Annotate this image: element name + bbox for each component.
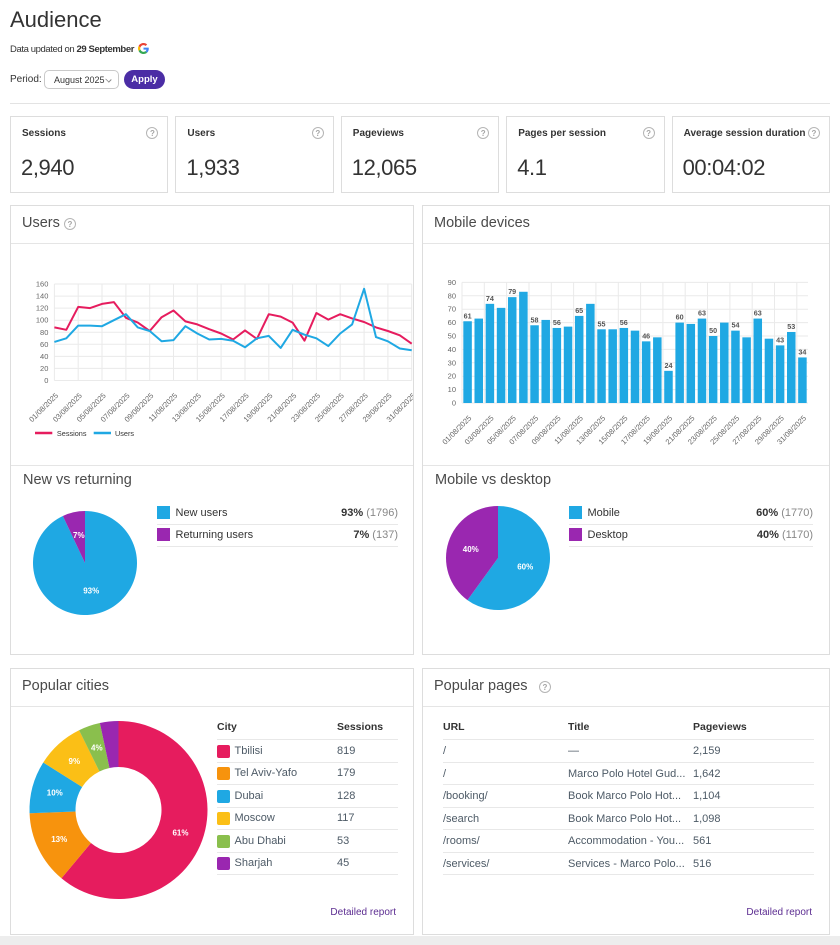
svg-text:100: 100 <box>36 316 49 325</box>
svg-text:0: 0 <box>452 399 456 408</box>
svg-text:46: 46 <box>642 331 650 340</box>
svg-text:80: 80 <box>448 291 456 300</box>
svg-text:58: 58 <box>531 315 539 324</box>
svg-text:Sessions: Sessions <box>57 429 87 438</box>
svg-text:120: 120 <box>36 304 49 313</box>
svg-text:13%: 13% <box>51 835 67 844</box>
svg-text:70: 70 <box>448 305 456 314</box>
svg-text:10: 10 <box>448 385 456 394</box>
svg-text:74: 74 <box>486 294 494 303</box>
svg-text:53: 53 <box>787 322 795 331</box>
svg-text:160: 160 <box>36 280 49 289</box>
svg-text:54: 54 <box>732 321 740 330</box>
svg-text:56: 56 <box>553 318 561 327</box>
svg-text:55: 55 <box>598 319 606 328</box>
svg-text:56: 56 <box>620 318 628 327</box>
svg-text:90: 90 <box>448 278 456 287</box>
svg-text:61: 61 <box>464 311 472 320</box>
svg-text:50: 50 <box>448 332 456 341</box>
svg-text:40: 40 <box>40 352 48 361</box>
svg-text:63: 63 <box>698 309 706 318</box>
svg-text:50: 50 <box>709 326 717 335</box>
svg-text:30: 30 <box>448 358 456 367</box>
svg-text:43: 43 <box>776 335 784 344</box>
svg-text:60: 60 <box>676 313 684 322</box>
svg-text:93%: 93% <box>83 587 99 596</box>
svg-text:61%: 61% <box>172 828 188 837</box>
svg-text:7%: 7% <box>73 531 85 540</box>
svg-text:80: 80 <box>40 328 48 337</box>
svg-text:60: 60 <box>448 318 456 327</box>
svg-text:0: 0 <box>44 376 48 385</box>
svg-text:40: 40 <box>448 345 456 354</box>
svg-text:40%: 40% <box>463 545 479 554</box>
svg-text:Users: Users <box>115 429 134 438</box>
svg-text:60: 60 <box>40 340 48 349</box>
svg-text:9%: 9% <box>69 757 81 766</box>
svg-text:20: 20 <box>40 364 48 373</box>
svg-text:10%: 10% <box>47 789 63 798</box>
svg-text:79: 79 <box>508 287 516 296</box>
svg-text:65: 65 <box>575 306 583 315</box>
svg-text:60%: 60% <box>517 563 533 572</box>
svg-text:4%: 4% <box>91 744 103 753</box>
svg-text:34: 34 <box>798 347 806 356</box>
svg-text:24: 24 <box>665 361 673 370</box>
svg-text:63: 63 <box>754 309 762 318</box>
svg-text:140: 140 <box>36 292 49 301</box>
svg-text:20: 20 <box>448 372 456 381</box>
